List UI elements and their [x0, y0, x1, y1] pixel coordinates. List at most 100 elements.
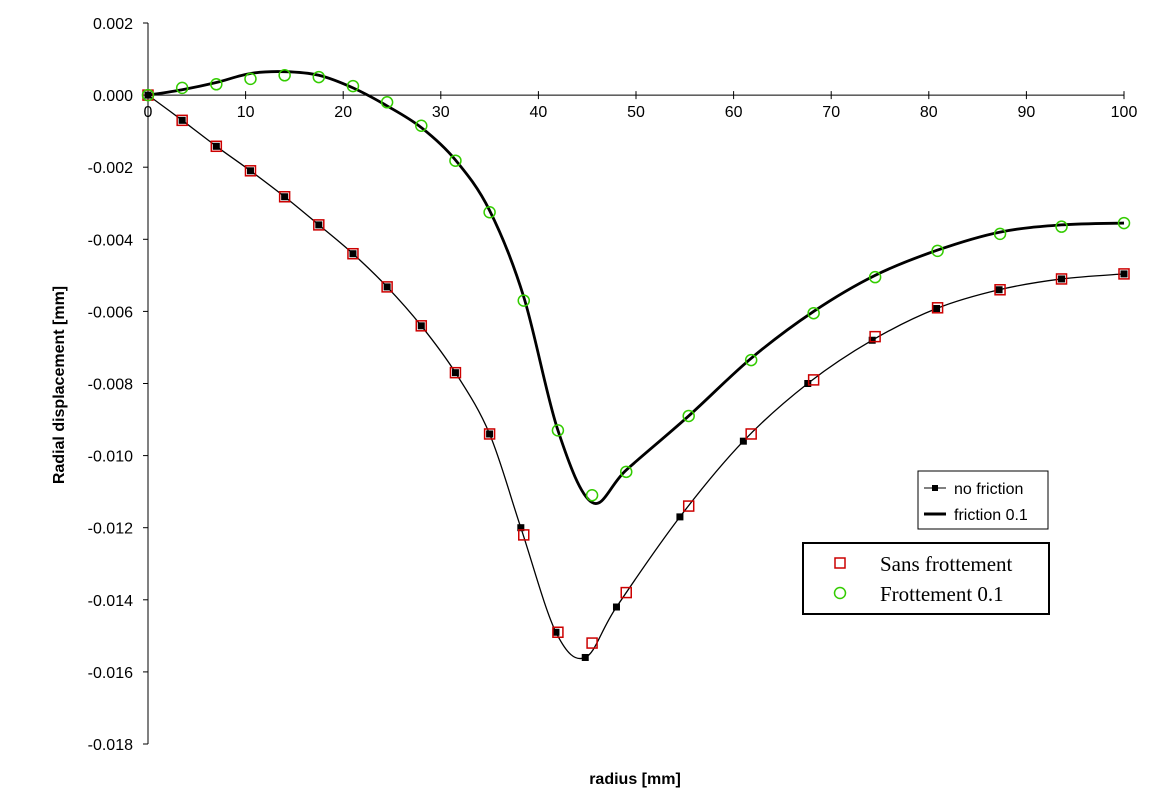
series-frottement-0-1 [141, 69, 1131, 502]
y-tick-label: 0.002 [93, 16, 133, 33]
data-point-frottement-0-1 [346, 79, 360, 93]
x-tick-label: 90 [1018, 104, 1036, 121]
data-point-frottement-0-1 [312, 70, 326, 84]
x-tick-label: 50 [627, 104, 645, 121]
data-point-frottement-0-1 [682, 409, 695, 423]
legend-2-frame [802, 542, 1050, 615]
y-tick-label: -0.004 [88, 232, 133, 249]
data-point-frottement-0-1 [415, 119, 428, 132]
x-tick-label: 20 [334, 104, 352, 121]
y-tick-label: -0.018 [88, 737, 133, 754]
data-point-frottement-0-1 [551, 424, 565, 437]
data-point-frottement-0-1 [449, 154, 462, 167]
legend-frottement-label: Frottement 0.1 [880, 582, 1004, 606]
data-point-frottement-0-1 [868, 270, 882, 284]
data-point-no-friction [739, 437, 747, 445]
data-point-sans-frottement [347, 247, 359, 260]
data-point-no-friction [1058, 275, 1066, 283]
data-point-frottement-0-1 [483, 206, 496, 219]
data-point-sans-frottement [313, 219, 325, 231]
y-tick-label: -0.012 [88, 521, 133, 538]
data-point-frottement-0-1 [141, 88, 155, 102]
data-point-no-friction [417, 322, 425, 330]
y-tick-label: -0.008 [88, 377, 133, 394]
plot-area: 0 10 20 30 40 50 60 70 80 90 100 0.002 0.000 -0.002 -… [88, 16, 1138, 754]
data-point-sans-frottement [278, 191, 291, 203]
data-point-no-friction [1120, 270, 1128, 278]
x-tick-label: 60 [725, 104, 743, 121]
data-point-frottement-0-1 [175, 81, 189, 95]
data-point-sans-frottement [869, 330, 881, 343]
legend-frottement-marker [833, 586, 847, 600]
data-point-sans-frottement [552, 626, 564, 638]
data-point-sans-frottement [415, 320, 428, 332]
data-point-frottement-0-1 [1117, 216, 1131, 230]
data-point-no-friction [246, 167, 254, 175]
data-point-frottement-0-1 [380, 96, 394, 109]
x-tick-label: 70 [822, 104, 840, 121]
data-point-no-friction [178, 116, 186, 124]
data-point-sans-frottement [176, 114, 188, 127]
data-point-sans-frottement [381, 281, 393, 293]
data-point-sans-frottement [807, 374, 820, 386]
data-point-sans-frottement [518, 529, 530, 541]
data-point-no-friction [868, 336, 876, 344]
x-axis-title: radius [mm] [589, 771, 681, 788]
x-tick-label: 10 [237, 104, 255, 121]
data-point-frottement-0-1 [278, 69, 291, 82]
legend-sans-frottement-marker [834, 557, 846, 569]
series-layer [141, 69, 1131, 661]
data-point-frottement-0-1 [1055, 220, 1068, 233]
data-point-no-friction [676, 513, 684, 521]
x-tick-label: 0 [144, 104, 153, 121]
y-axis-ticks: 0.002 0.000 -0.002 -0.004 -0.006 -0.008 -0.010… [88, 16, 148, 754]
data-point-frottement-0-1 [993, 227, 1007, 241]
legend-line-series: no friction friction 0.1 [917, 470, 1049, 530]
legend-marker-series: Sans frottement Frottement 0.1 [802, 542, 1050, 615]
data-point-frottement-0-1 [807, 306, 820, 320]
data-point-frottement-0-1 [744, 353, 758, 367]
data-point-no-friction [581, 653, 589, 661]
data-point-no-friction [517, 524, 525, 532]
x-tick-label: 100 [1111, 104, 1138, 121]
y-tick-label: -0.016 [88, 665, 133, 682]
data-point-sans-frottement [682, 500, 695, 512]
data-point-sans-frottement [1055, 273, 1068, 285]
data-point-frottement-0-1 [931, 244, 944, 258]
data-point-frottement-0-1 [619, 465, 633, 479]
data-point-sans-frottement [586, 637, 598, 649]
data-point-no-friction [933, 305, 941, 313]
data-point-sans-frottement [483, 428, 496, 440]
y-tick-label: 0.000 [93, 88, 133, 105]
x-tick-label: 40 [530, 104, 548, 121]
data-point-frottement-0-1 [517, 294, 531, 307]
data-point-sans-frottement [994, 284, 1006, 296]
legend-sans-frottement-label: Sans frottement [880, 552, 1013, 576]
data-point-no-friction [486, 430, 494, 438]
data-point-sans-frottement [449, 366, 462, 379]
data-point-sans-frottement [931, 302, 944, 314]
data-point-sans-frottement [745, 428, 757, 440]
x-tick-label: 30 [432, 104, 450, 121]
data-point-sans-frottement [244, 165, 257, 177]
data-point-no-friction [552, 628, 560, 636]
data-point-frottement-0-1 [210, 78, 223, 91]
y-tick-label: -0.006 [88, 304, 133, 321]
series-line-friction-0-1 [147, 70, 1125, 505]
data-point-sans-frottement [620, 586, 632, 599]
y-axis-title: Radial displacement [mm] [51, 286, 68, 484]
data-point-sans-frottement [210, 140, 223, 153]
y-tick-label: -0.014 [88, 593, 133, 610]
legend-no-friction-marker [932, 485, 938, 491]
data-point-no-friction [281, 193, 289, 201]
data-point-no-friction [349, 250, 357, 258]
data-point-no-friction [995, 286, 1003, 294]
data-point-no-friction [383, 283, 391, 291]
x-tick-label: 80 [920, 104, 938, 121]
data-point-no-friction [315, 221, 323, 229]
data-point-sans-frottement [1118, 268, 1130, 280]
data-point-frottement-0-1 [244, 72, 257, 86]
x-axis-ticks: 0 10 20 30 40 50 60 70 80 90 100 [144, 91, 1138, 121]
